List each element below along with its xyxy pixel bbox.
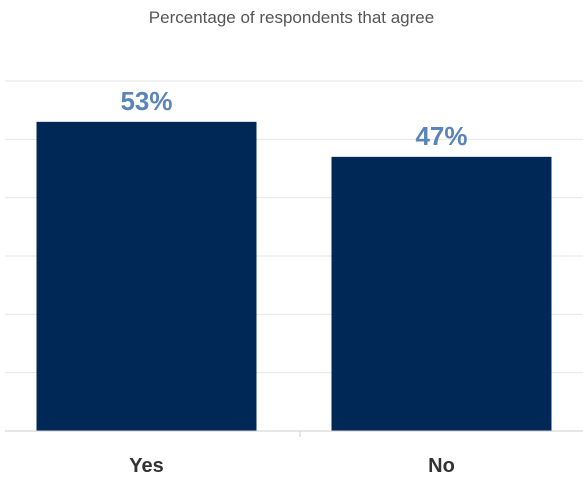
x-tick-label-no: No (428, 455, 455, 477)
value-labels: 53% 47% (120, 86, 467, 151)
x-tick-label-yes: Yes (129, 455, 163, 477)
bar-yes (36, 121, 257, 431)
data-label-yes: 53% (120, 86, 172, 116)
bar-no (331, 156, 552, 432)
data-label-no: 47% (415, 121, 467, 151)
chart-title: Percentage of respondents that agree (148, 8, 435, 27)
category-labels: Yes No (129, 455, 455, 477)
bars (36, 121, 552, 432)
